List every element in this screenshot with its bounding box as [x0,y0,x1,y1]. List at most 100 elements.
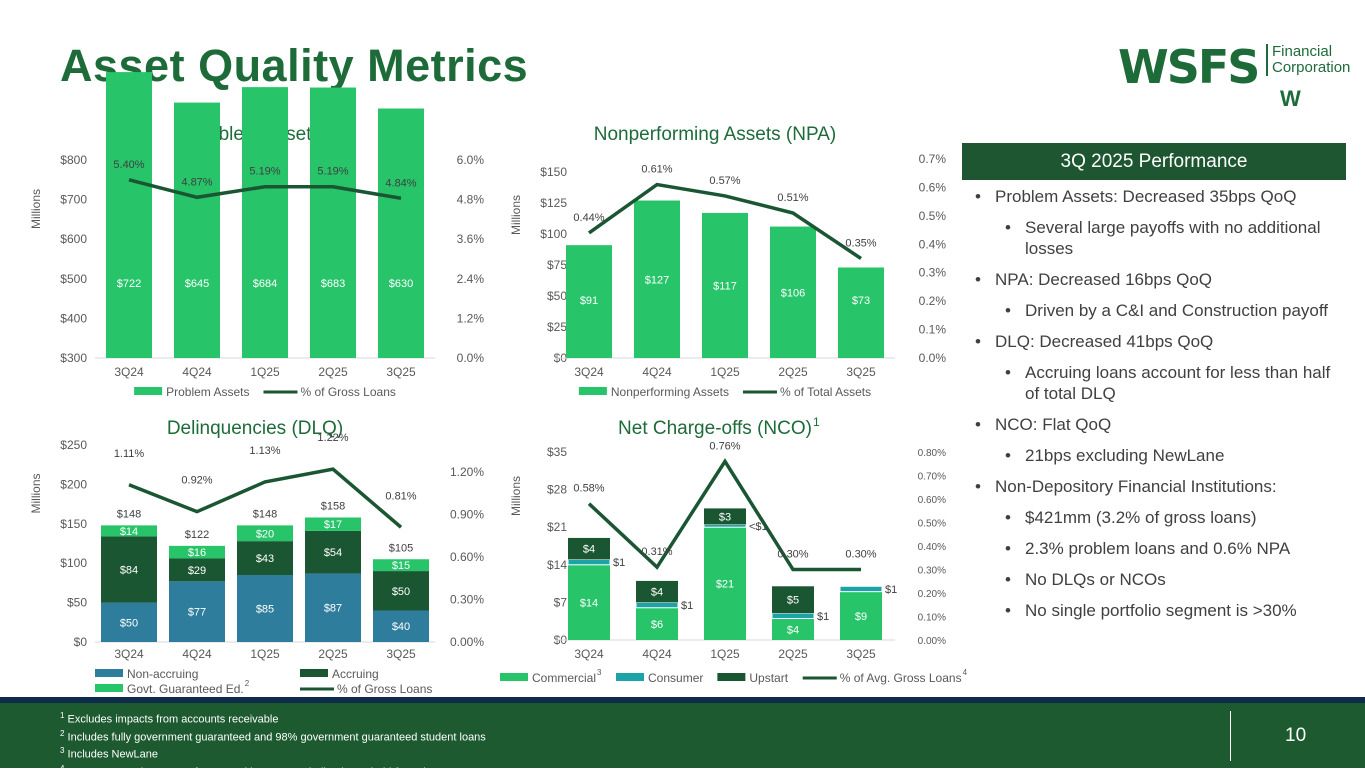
y2-tick-label: 3.6% [457,232,485,246]
line-value-label: 0.76% [709,440,740,452]
bullet-item: No single portfolio segment is >30% [1005,600,1345,621]
x-tick-label: 2Q25 [318,365,348,379]
line-value-label: 0.31% [641,546,672,558]
divider [1230,711,1231,761]
bar-value-label: $9 [855,611,867,623]
bar-total-label: $158 [321,500,345,512]
y-axis-label: Millions [509,195,523,235]
line-value-label: 1.22% [317,432,348,444]
x-tick-label: 4Q24 [642,365,672,379]
x-tick-label: 2Q25 [778,365,808,379]
bullet-item: Accruing loans account for less than hal… [1005,362,1345,404]
y-tick-label: $200 [60,477,87,491]
line-series [128,467,403,529]
legend-label: Problem Assets [166,385,249,399]
line-value-label: 0.51% [777,192,808,204]
y-tick-label: $125 [540,196,567,210]
y-tick-label: $28 [547,483,567,497]
legend-label: Accruing [332,667,379,681]
bar-problem-assets [106,72,152,358]
bullet-item: 2.3% problem loans and 0.6% NPA [1005,538,1345,559]
y2-tick-label: 0.30% [450,593,484,607]
y-tick-label: $250 [60,438,87,452]
page-number: 10 [1285,725,1307,746]
bar-nonperforming-assets [566,245,612,358]
bullet-item: Non-Depository Financial Institutions: [975,476,1345,497]
y2-tick-label: 0.2% [919,294,947,308]
line-value-label: 0.58% [573,483,604,495]
y2-tick-label: 0.70% [918,472,946,483]
x-tick-label: 3Q24 [114,365,144,379]
y-tick-label: $50 [547,289,567,303]
y2-tick-label: 1.2% [457,311,485,325]
bar-non-accruing [373,610,429,642]
y2-tick-label: 0.60% [450,550,484,564]
footnote-text: Includes NewLane [67,748,159,761]
legend-item: Non-accruing [95,667,198,681]
legend-label: % of Total Assets [780,385,871,399]
x-tick-label: 3Q25 [846,647,876,661]
bar-value-label: $106 [781,287,805,299]
legend-swatch [578,387,607,395]
line-series [128,178,402,201]
bar-total-label: $148 [117,508,141,520]
footnote: 1 Excludes impacts from accounts receiva… [60,709,486,727]
footer: 1 Excludes impacts from accounts receiva… [0,697,1365,779]
legend-label: % of Gross Loans [300,385,395,399]
legend-label: Govt. Guaranteed Ed. [127,682,244,696]
wsfs-logo: WSFS Financial Corporation W [1118,40,1351,116]
y2-tick-label: 0.4% [919,237,947,251]
y2-tick-label: 2.4% [457,272,485,286]
charts-canvas: Problem Assets Millions $300 $400 $500 $600 $7… [29,72,968,696]
footnote: 4 Average gross loans net of unearned in… [60,762,486,780]
line-value-label: 5.40% [113,159,144,171]
x-tick-label: 3Q25 [386,647,416,661]
y2-tick-label: 0.40% [918,542,946,553]
bar-govt-guaranteed-ed- [101,525,157,537]
panel-title: 3Q 2025 Performance [962,143,1346,180]
chart-title-sup: 1 [813,415,820,429]
chart-title: Net Charge-offs (NCO) [618,418,812,439]
bullet-item: 21bps excluding NewLane [1005,445,1345,466]
line-value-label: 0.81% [385,490,416,502]
legend-item: % of Total Assets [742,385,871,399]
legend-label: Consumer [648,671,703,685]
bar-value-label: $14 [580,597,598,609]
line-value-label: 4.87% [181,176,212,188]
bar-value-label: $85 [256,604,274,616]
footnote-number: 2 [60,728,65,738]
bar-total-label: $122 [185,529,209,541]
bar-nonperforming-assets [634,200,680,358]
y-tick-label: $75 [547,258,567,272]
bar-consumer [635,601,679,609]
bullet-item: DLQ: Decreased 41bps QoQ [975,331,1345,352]
line-value-label: 0.61% [641,164,672,176]
bar-problem-assets [242,87,288,359]
bar-problem-assets [378,108,424,359]
bar-non-accruing [101,602,157,642]
bar-value-label: $73 [852,295,870,307]
footnote-text: Average gross loans net of unearned inco… [66,766,432,779]
bar-value-label: $50 [120,617,138,629]
legend-item: Govt. Guaranteed Ed. 2 [95,679,250,696]
logo-sub1: Financial [1272,43,1333,60]
legend-sup: 4 [963,668,968,677]
y2-tick-label: 0.00% [918,636,946,647]
bar-value-label: $1 [681,600,693,612]
y-axis-label: Millions [509,476,523,516]
line-value-label: 0.44% [573,212,604,224]
x-tick-label: 3Q24 [574,365,604,379]
logo-wordmark: WSFS [1118,40,1260,94]
bar-value-label: $1 [613,557,625,569]
y-axis-label: Millions [29,473,43,513]
bar-value-label: $91 [580,295,598,307]
bar-value-label: $4 [651,587,663,599]
logo-sub2: Corporation [1272,59,1351,76]
legend-label: Nonperforming Assets [611,385,729,399]
bar-consumer [703,524,747,528]
legend-swatch [95,684,123,692]
bar-value-label: $50 [392,586,410,598]
line-value-label: 1.11% [114,448,145,460]
y-tick-label: $50 [67,596,87,610]
bar-value-label: $1 [885,584,897,596]
